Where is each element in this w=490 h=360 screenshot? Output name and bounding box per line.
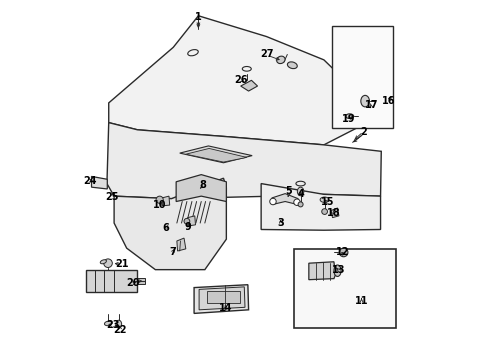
Circle shape [294, 199, 300, 206]
Text: 4: 4 [297, 189, 304, 199]
Text: 24: 24 [83, 176, 97, 186]
Text: 17: 17 [365, 100, 378, 111]
Text: 13: 13 [332, 265, 346, 275]
Text: 3: 3 [277, 218, 284, 228]
Polygon shape [176, 175, 226, 202]
Text: 2: 2 [360, 127, 367, 136]
Text: 20: 20 [126, 278, 140, 288]
Text: 25: 25 [105, 192, 119, 202]
Text: 22: 22 [114, 325, 127, 335]
Polygon shape [241, 80, 258, 91]
Circle shape [104, 259, 112, 267]
Text: 26: 26 [235, 75, 248, 85]
Bar [332, 26, 393, 128]
Bar [294, 249, 395, 328]
Polygon shape [114, 178, 226, 270]
Bar [137, 278, 145, 284]
Ellipse shape [116, 320, 122, 328]
Text: 11: 11 [355, 296, 368, 306]
Text: 5: 5 [285, 186, 292, 197]
Polygon shape [162, 196, 170, 206]
Circle shape [339, 248, 348, 257]
Ellipse shape [100, 260, 106, 264]
Bar [87, 270, 137, 292]
Polygon shape [92, 176, 107, 189]
Ellipse shape [334, 265, 341, 276]
Bar [207, 291, 240, 303]
Polygon shape [199, 287, 245, 310]
Ellipse shape [288, 62, 297, 69]
Text: 1: 1 [195, 12, 202, 22]
Text: 7: 7 [169, 247, 176, 257]
Text: 27: 27 [261, 49, 274, 59]
Ellipse shape [104, 321, 112, 326]
Circle shape [270, 198, 276, 205]
Text: 23: 23 [106, 320, 120, 330]
Polygon shape [107, 123, 381, 199]
Ellipse shape [346, 114, 354, 118]
Circle shape [322, 209, 327, 215]
Polygon shape [309, 262, 335, 280]
Polygon shape [272, 194, 298, 204]
Polygon shape [186, 148, 247, 162]
Text: 14: 14 [219, 303, 232, 314]
Polygon shape [180, 146, 252, 163]
Ellipse shape [297, 187, 304, 196]
Ellipse shape [320, 197, 329, 202]
Polygon shape [177, 238, 186, 251]
Polygon shape [331, 208, 339, 218]
Ellipse shape [277, 56, 285, 64]
Circle shape [156, 196, 163, 203]
Text: 8: 8 [199, 180, 206, 190]
Text: 6: 6 [162, 224, 169, 233]
Text: 10: 10 [153, 200, 167, 210]
Circle shape [184, 219, 190, 224]
Circle shape [298, 202, 303, 207]
Polygon shape [194, 285, 248, 314]
Text: 19: 19 [342, 114, 356, 124]
Text: 18: 18 [327, 208, 341, 218]
Text: 9: 9 [184, 222, 191, 232]
Text: 21: 21 [116, 259, 129, 269]
Polygon shape [188, 216, 196, 226]
Text: 15: 15 [321, 197, 334, 207]
Ellipse shape [361, 95, 369, 107]
Polygon shape [261, 184, 381, 230]
Polygon shape [109, 16, 381, 145]
Text: 12: 12 [336, 247, 349, 257]
Text: 16: 16 [382, 96, 395, 106]
